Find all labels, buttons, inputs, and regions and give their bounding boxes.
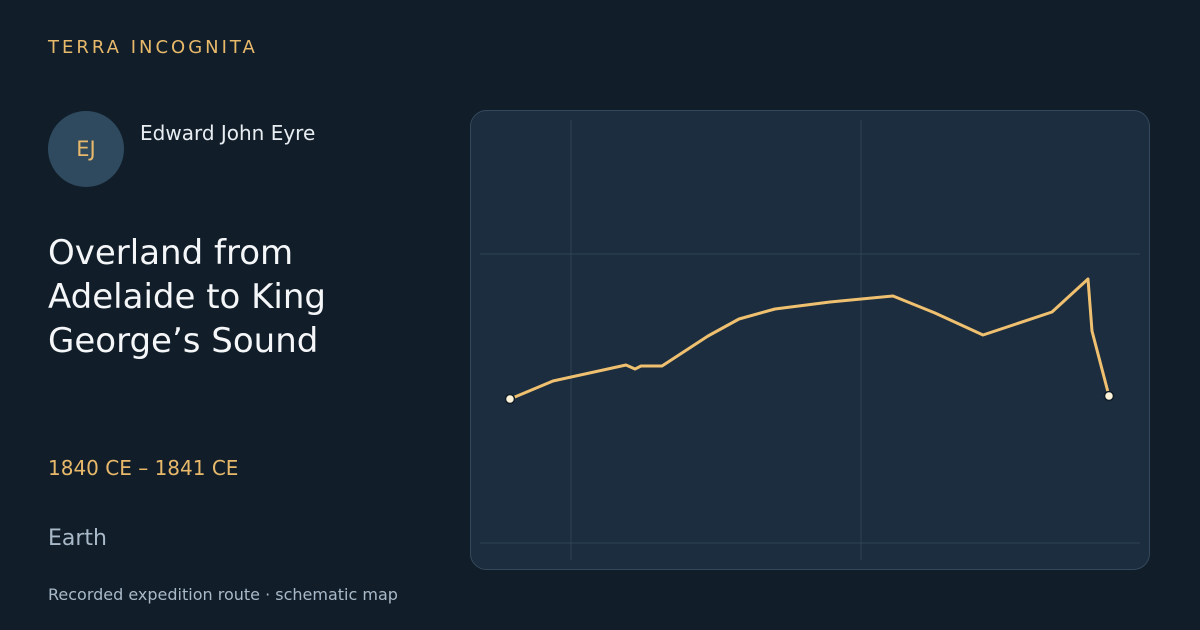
map-panel: [470, 110, 1150, 570]
route-end: [1103, 390, 1115, 402]
map-grid: [480, 120, 1140, 560]
avatar: EJ: [48, 111, 124, 187]
dates: 1840 CE – 1841 CE: [48, 456, 239, 480]
title: Overland from Adelaide to King George’s …: [48, 233, 327, 361]
place: Earth: [48, 526, 107, 551]
explorer-name: Edward John Eyre: [140, 121, 316, 145]
route: [508, 277, 1111, 401]
route-start: [504, 393, 516, 405]
brand: TERRA INCOGNITA: [48, 37, 258, 58]
footer: Recorded expedition route · schematic ma…: [48, 585, 398, 604]
